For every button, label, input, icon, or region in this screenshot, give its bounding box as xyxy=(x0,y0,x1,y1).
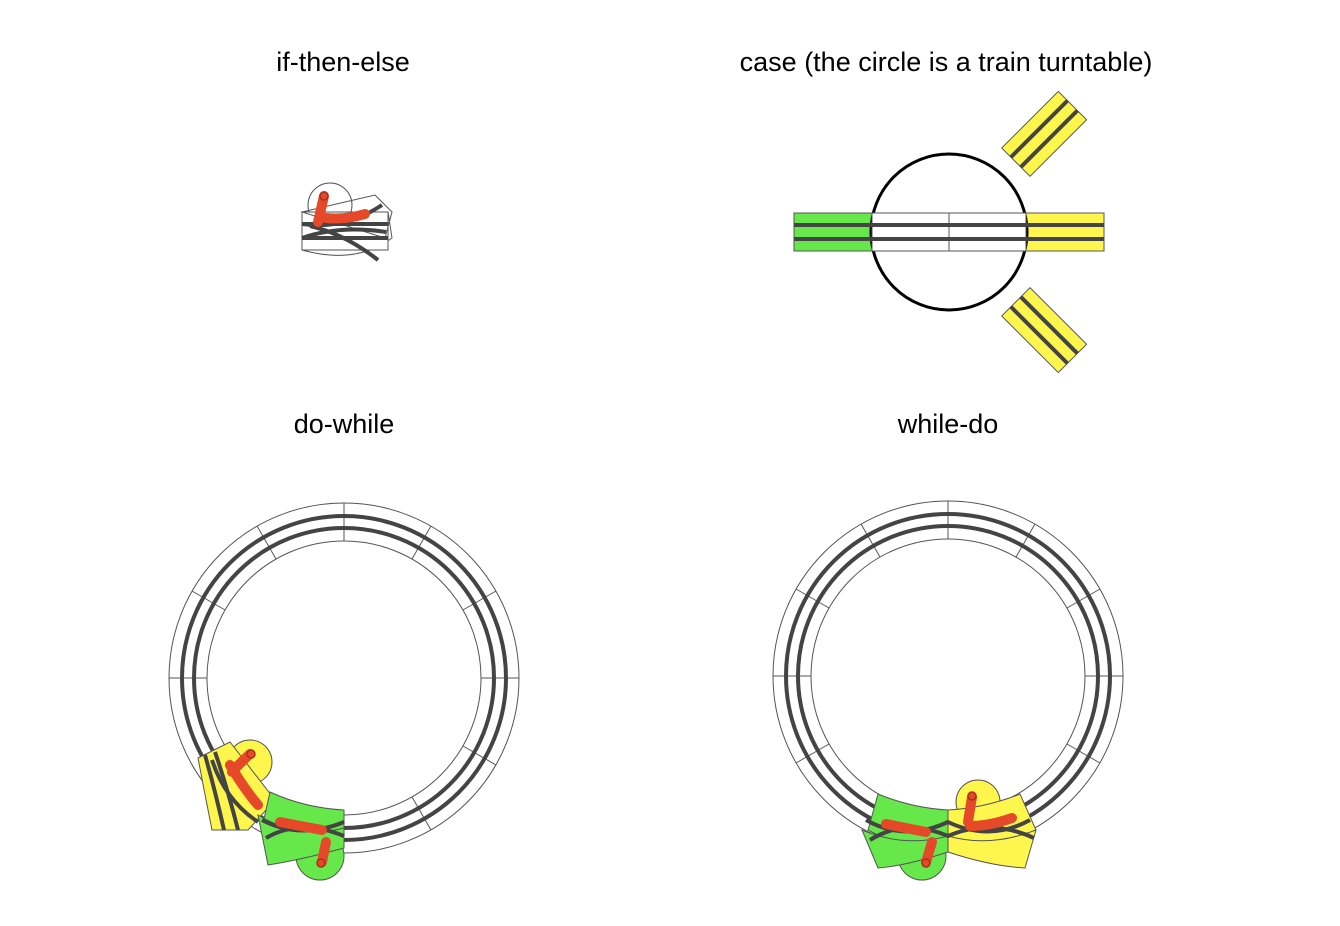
while-do-diagram xyxy=(772,500,1124,881)
panel-title-if-then-else: if-then-else xyxy=(276,47,410,77)
tile-dividers xyxy=(169,503,519,831)
panel-title-case: case (the circle is a train turntable) xyxy=(739,47,1153,77)
tile-dividers xyxy=(773,501,1123,764)
case-diagram xyxy=(793,90,1105,374)
rail xyxy=(868,825,1035,842)
loop-rail-inner xyxy=(796,524,1100,828)
loop-rail-outer xyxy=(784,512,1112,840)
rail xyxy=(210,759,260,824)
lever-pivot xyxy=(967,791,977,801)
lever-pivot xyxy=(246,749,256,759)
if-then-else-diagram xyxy=(300,182,393,262)
panel-title-while-do: while-do xyxy=(897,409,999,439)
lever-pivot xyxy=(319,191,329,201)
panel-title-do-while: do-while xyxy=(293,409,395,439)
yellow-track-right xyxy=(1025,212,1105,252)
yellow-switch-curve xyxy=(947,829,1037,869)
lever-pivot xyxy=(316,858,326,868)
rail xyxy=(301,227,387,240)
yellow-track-lower xyxy=(1001,287,1088,374)
loop-outer-edge xyxy=(772,500,1124,852)
lever-pivot xyxy=(921,858,931,868)
yellow-track-upper xyxy=(1001,90,1088,177)
yellow-switch-lever xyxy=(963,792,1017,831)
do-while-diagram xyxy=(168,502,520,881)
rail xyxy=(309,224,380,262)
rail xyxy=(203,754,226,831)
loop-inner-edge xyxy=(810,538,1086,814)
green-track-left xyxy=(793,212,873,252)
